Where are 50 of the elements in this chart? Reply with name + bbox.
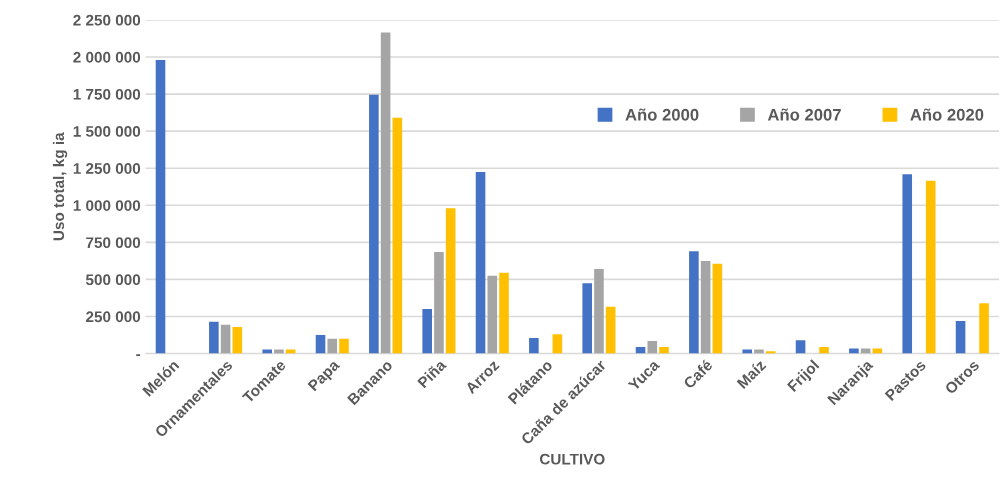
bar (380, 32, 391, 354)
bar (434, 252, 444, 354)
bar (872, 348, 883, 354)
bar (925, 180, 936, 354)
bar (220, 324, 231, 354)
bar (327, 338, 338, 354)
y-tick-label: 1 250 000 (73, 163, 141, 174)
bar (902, 174, 913, 354)
bar (819, 346, 829, 354)
bar (552, 334, 563, 354)
bar (315, 335, 326, 354)
bar (700, 260, 711, 354)
y-tick-label: 250 000 (86, 311, 141, 323)
bar (647, 340, 658, 354)
y-tick-label: 500 000 (85, 274, 141, 286)
x-axis-title: CULTIVO (539, 453, 605, 465)
bar (369, 94, 379, 354)
bar (209, 321, 219, 354)
bar (155, 59, 166, 354)
bar (582, 283, 593, 354)
bar (955, 320, 966, 354)
bar (445, 208, 456, 354)
bar (475, 171, 486, 354)
y-tick-label: 1 500 000 (73, 126, 141, 137)
legend-label: Año 2020 (910, 108, 984, 121)
legend-label: Año 2007 (767, 108, 841, 121)
bar (422, 309, 432, 354)
bar (605, 306, 616, 354)
bar (529, 338, 539, 354)
y-tick-label: 2 000 000 (73, 51, 141, 63)
bar (487, 275, 498, 354)
bar (499, 272, 509, 354)
bar (339, 338, 349, 354)
bar (849, 348, 859, 354)
bar (712, 263, 723, 354)
y-tick-label: 1 750 000 (73, 88, 141, 100)
bar (659, 346, 669, 354)
bar (594, 269, 604, 354)
y-tick-label: - (136, 354, 141, 357)
bar (979, 303, 989, 354)
bar (860, 348, 871, 354)
bar (232, 326, 243, 354)
y-tick-label: 2 250 000 (73, 14, 141, 26)
legend-label: Año 2000 (625, 108, 699, 121)
bar (795, 340, 806, 354)
y-tick-label: 1 000 000 (73, 200, 141, 211)
y-axis-title: Uso total, kg ia (52, 132, 68, 241)
bar (689, 251, 699, 354)
y-tick-label: 750 000 (86, 237, 141, 249)
bar (392, 117, 403, 354)
